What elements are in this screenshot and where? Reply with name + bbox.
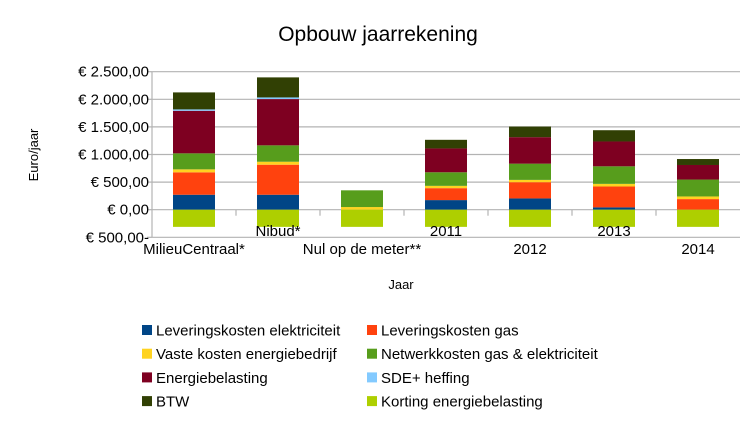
- bar-segment: [593, 209, 635, 227]
- bar-segment: [173, 109, 215, 111]
- bar-segment: [593, 183, 635, 187]
- bar-segment: [173, 169, 215, 173]
- bar-segment: [173, 209, 215, 227]
- y-tick-label: € 2.500,00: [78, 64, 149, 81]
- bar-segment: [341, 190, 383, 208]
- bar-segment: [593, 207, 635, 210]
- y-tick-label: € 1.000,00: [78, 147, 149, 164]
- bar-segment: [509, 163, 551, 180]
- bar-segment: [257, 209, 299, 227]
- bar-segment: [509, 198, 551, 210]
- bar-segment: [593, 166, 635, 184]
- bar-segment: [173, 172, 215, 195]
- x-tick-label: 2013: [597, 223, 630, 240]
- bar-segment: [173, 153, 215, 170]
- legend-label: SDE+ heffing: [381, 370, 470, 387]
- legend-swatch: [142, 348, 152, 359]
- legend-swatch: [367, 372, 377, 383]
- y-axis-label: Euro/jaar: [26, 128, 41, 181]
- legend-swatch: [142, 325, 152, 335]
- bar-segment: [173, 92, 215, 110]
- bar-segment: [257, 99, 299, 146]
- bar-segment: [425, 209, 467, 227]
- bar-segment: [509, 209, 551, 227]
- x-axis-label: Jaar: [388, 277, 414, 292]
- bar-segment: [677, 209, 719, 227]
- y-tick-label: € 500,00: [91, 174, 149, 191]
- legend-label: Energiebelasting: [156, 370, 268, 387]
- legend-label: Leveringskosten elektriciteit: [156, 323, 341, 340]
- legend-swatch: [142, 396, 152, 407]
- x-tick-label: Nibud*: [255, 223, 300, 240]
- bar-segment: [341, 207, 383, 210]
- legend-label: Netwerkkosten gas & elektriciteit: [381, 346, 599, 363]
- bar-segment: [677, 159, 719, 165]
- legend-swatch: [367, 348, 377, 359]
- x-tick-label: MilieuCentraal*: [143, 241, 245, 258]
- x-tick-label: Nul op de meter**: [303, 241, 422, 258]
- bar-segment: [425, 148, 467, 173]
- bar-segment: [677, 179, 719, 197]
- legend-swatch: [367, 396, 377, 407]
- bar-segment: [257, 161, 299, 165]
- legend-label: Vaste kosten energiebedrijf: [156, 346, 337, 363]
- bar-segment: [173, 110, 215, 154]
- bar-segment: [425, 188, 467, 201]
- bar-segment: [341, 209, 383, 227]
- bar-segment: [257, 77, 299, 98]
- y-tick-label: € 500,00-: [86, 229, 149, 246]
- legend-swatch: [367, 325, 377, 335]
- bar-segment: [509, 126, 551, 138]
- legend-label: BTW: [156, 394, 190, 411]
- bar-segment: [509, 179, 551, 183]
- x-tick-label: 2014: [681, 241, 714, 258]
- bar-segment: [593, 186, 635, 208]
- legend-label: Korting energiebelasting: [381, 394, 543, 411]
- bar-segment: [425, 172, 467, 186]
- legend-label: Leveringskosten gas: [381, 323, 519, 340]
- bar-segment: [257, 194, 299, 210]
- bar-segment: [509, 137, 551, 164]
- bar-segment: [425, 139, 467, 149]
- bar-segment: [593, 130, 635, 142]
- bar-segment: [677, 199, 719, 210]
- y-tick-label: € 1.500,00: [78, 119, 149, 136]
- bar-segment: [593, 141, 635, 167]
- bar-segment: [509, 182, 551, 199]
- chart-title: Opbouw jaarrekening: [278, 23, 478, 46]
- bar-segment: [425, 185, 467, 189]
- x-tick-label: 2011: [430, 223, 462, 240]
- bar-segment: [257, 145, 299, 162]
- bar-segment: [173, 194, 215, 210]
- y-tick-label: € 2.000,00: [78, 91, 149, 108]
- bar-segment: [677, 164, 719, 180]
- bar-segment: [257, 97, 299, 100]
- y-tick-label: € 0,00: [107, 202, 149, 219]
- legend-swatch: [142, 372, 152, 383]
- bar-segment: [425, 200, 467, 210]
- bar-segment: [257, 164, 299, 195]
- x-tick-label: 2012: [513, 241, 546, 258]
- bar-segment: [677, 196, 719, 200]
